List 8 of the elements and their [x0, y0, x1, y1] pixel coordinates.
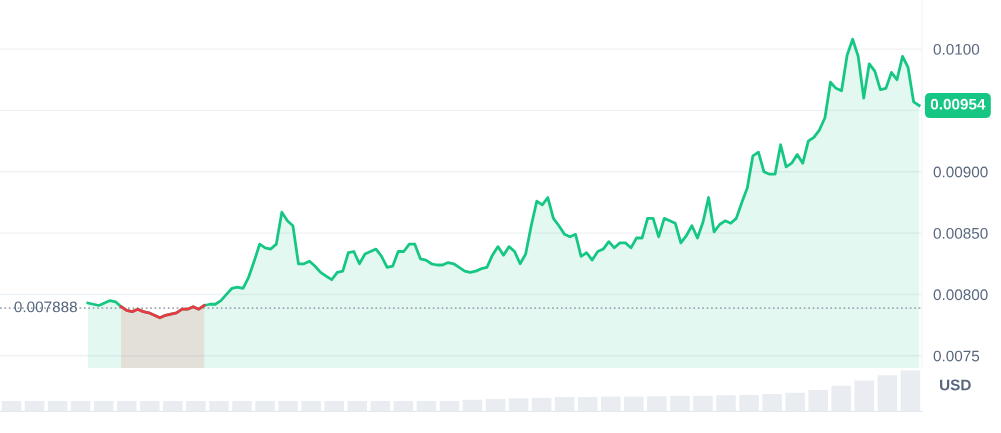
- text: 0.00954: [930, 98, 986, 110]
- y-tick-label: 0.00900: [933, 166, 988, 178]
- ref-line-label: 0.007888: [14, 301, 77, 313]
- y-tick-label: 0.00850: [933, 227, 988, 239]
- y-tick-label: 0.00800: [933, 289, 988, 301]
- y-tick-label: 0.0075: [933, 350, 980, 362]
- y-tick-label: 0.0100: [933, 43, 980, 55]
- y-axis-title: USD: [940, 379, 971, 391]
